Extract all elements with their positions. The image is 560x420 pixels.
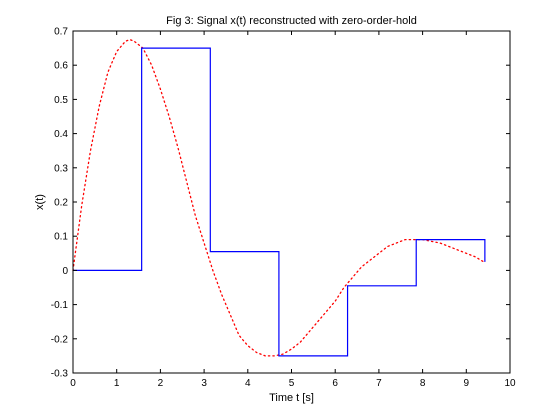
x-tick-label: 5 xyxy=(289,378,295,389)
y-tick-label: 0 xyxy=(62,266,68,277)
x-axis-label: Time t [s] xyxy=(269,392,314,404)
y-tick-label: 0.6 xyxy=(54,61,68,72)
y-tick-label: -0.3 xyxy=(51,369,69,380)
y-tick-label: 0.1 xyxy=(54,232,68,243)
x-tick-label: 8 xyxy=(420,378,426,389)
x-tick-label: 1 xyxy=(114,378,120,389)
x-tick-label: 6 xyxy=(332,378,338,389)
y-tick-label: -0.2 xyxy=(51,334,69,345)
y-tick-label: 0.7 xyxy=(54,27,68,38)
x-tick-label: 10 xyxy=(504,378,516,389)
chart-title: Fig 3: Signal x(t) reconstructed with ze… xyxy=(166,15,417,27)
x-tick-label: 9 xyxy=(464,378,470,389)
y-tick-label: -0.1 xyxy=(51,300,69,311)
x-tick-label: 2 xyxy=(158,378,164,389)
x-tick-label: 7 xyxy=(376,378,382,389)
y-tick-label: 0.5 xyxy=(54,95,68,106)
step-series-line xyxy=(73,47,486,357)
y-tick-label: 0.2 xyxy=(54,198,68,209)
y-axis-label: x(t) xyxy=(34,194,46,210)
x-tick-label: 4 xyxy=(245,378,251,389)
dotted-series-line xyxy=(72,38,485,357)
axes-box xyxy=(72,30,511,374)
x-tick-label: 3 xyxy=(201,378,207,389)
y-tick-label: 0.3 xyxy=(54,163,68,174)
y-tick-label: 0.4 xyxy=(54,129,68,140)
x-tick-label: 0 xyxy=(70,378,76,389)
